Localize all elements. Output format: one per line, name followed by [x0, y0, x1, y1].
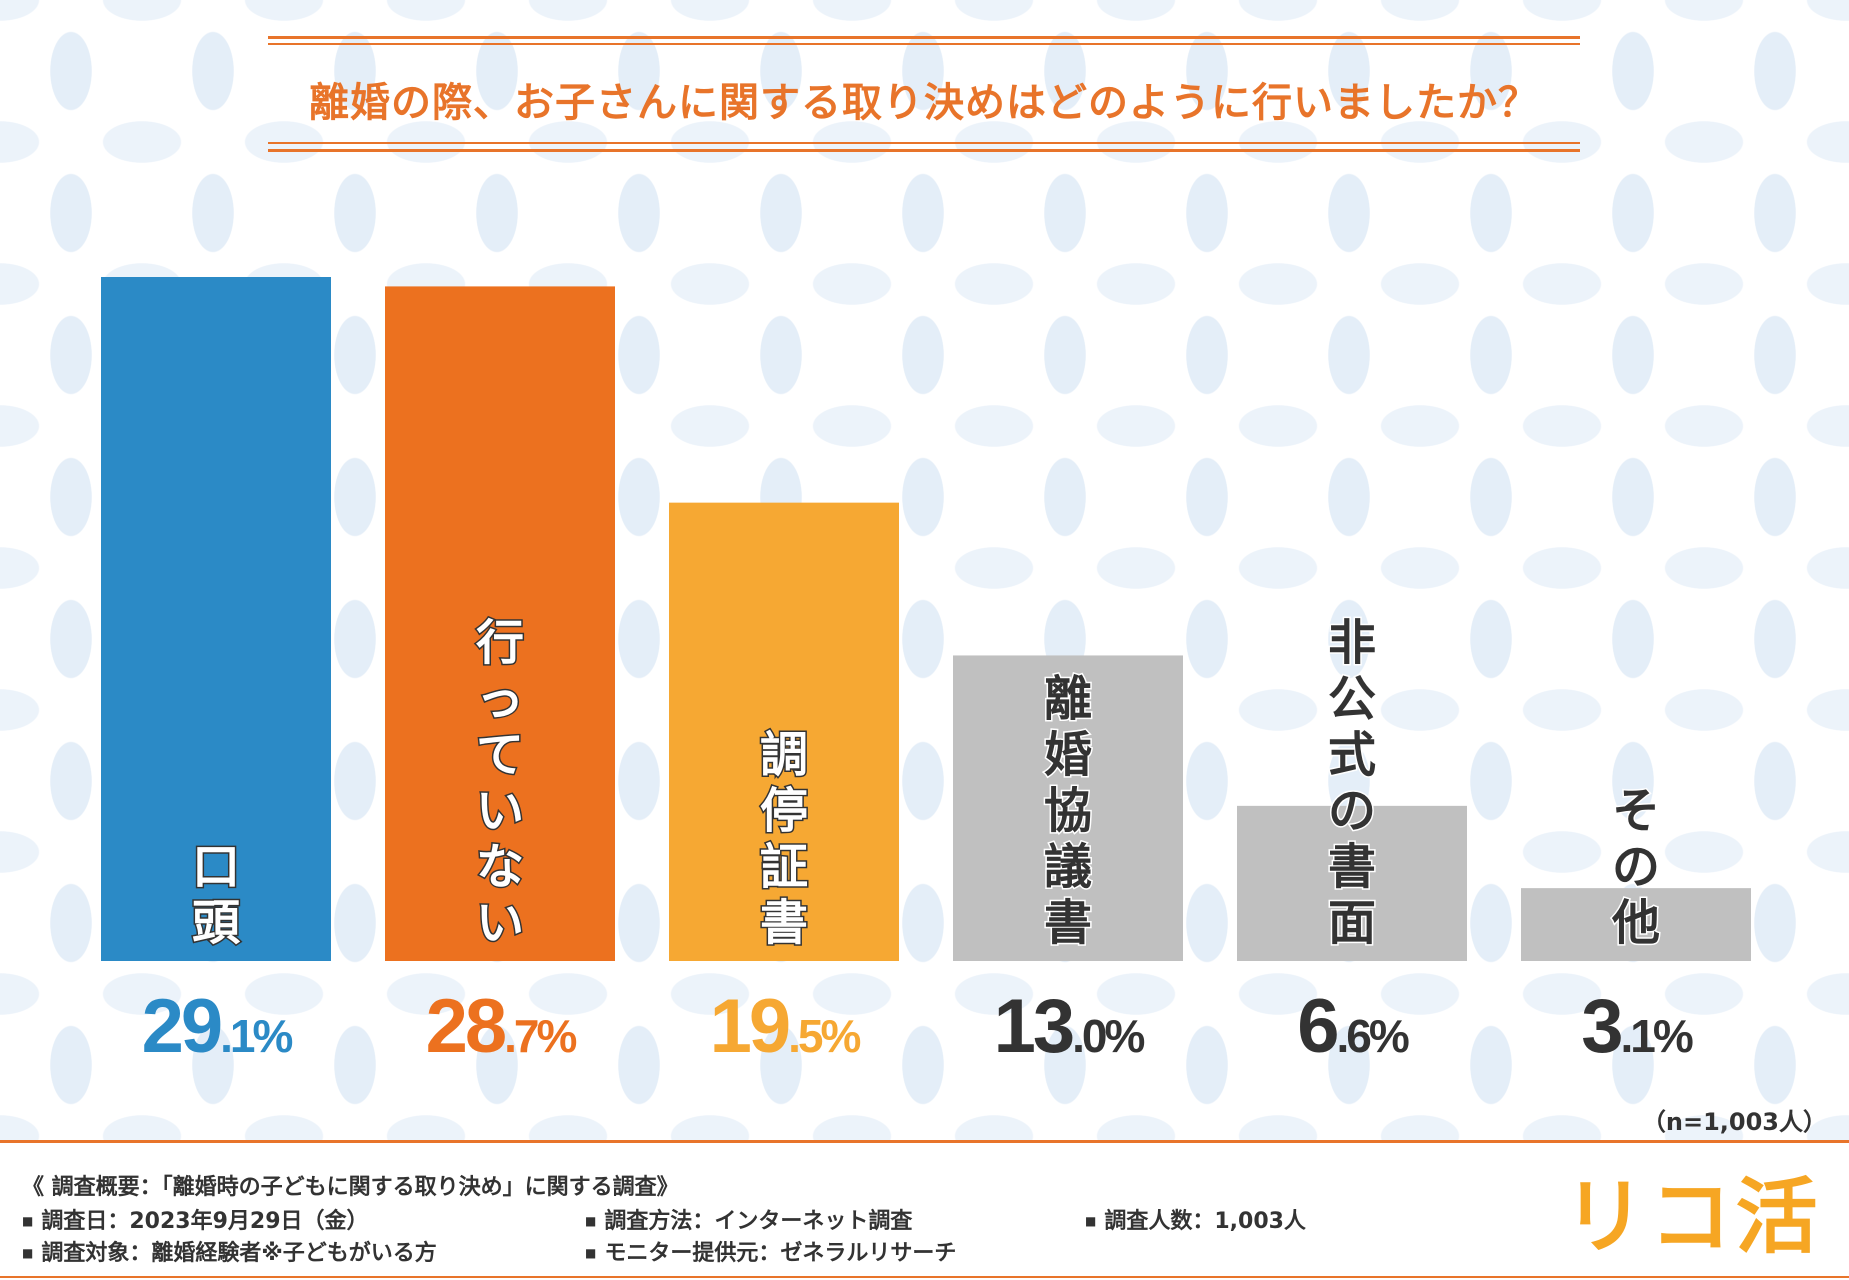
bar-6 — [1521, 888, 1751, 961]
category-label-2: 行っていない — [476, 615, 524, 951]
category-label-6: その他 — [1611, 783, 1660, 951]
bar-2 — [385, 286, 615, 961]
category-label-3: 調停証書 — [760, 727, 808, 951]
bar-1 — [101, 277, 331, 961]
chart-title: 離婚の際、お子さんに関する取り決めはどのように行いましたか？ — [309, 80, 1539, 126]
category-label-4: 離婚協議書 — [1044, 671, 1092, 951]
brand-logo: リコ活 — [1563, 1170, 1822, 1265]
title-banner: 離婚の際、お子さんに関する取り決めはどのように行いましたか？ — [268, 36, 1580, 152]
survey-footer: 《 調査概要：「離婚時の子どもに関する取り決め」に関する調査》 調査日：2023… — [0, 1140, 1849, 1280]
title-top-rule — [268, 36, 1580, 39]
value-label-5: 6.6% — [1297, 984, 1409, 1069]
value-label-3: 19.5% — [710, 984, 861, 1069]
survey-target: 調査対象：離婚経験者※子どもがいる方 — [22, 1235, 436, 1267]
survey-date: 調査日：2023年9月29日（金） — [22, 1203, 368, 1235]
category-label-5: 非公式の書面 — [1328, 615, 1376, 951]
title-bottom-rule — [268, 149, 1580, 152]
bar-5 — [1237, 805, 1467, 961]
bar-chart: 口頭 29.1% 行っていない 28.7% 調停証書 19.5% 離婚協議書 13.0% 非公式… — [101, 277, 1751, 1069]
title-bottom-rule-thin — [268, 142, 1580, 144]
footer-bottom-rule — [0, 1276, 1849, 1278]
value-label-6: 3.1% — [1581, 984, 1693, 1069]
survey-method: 調査方法：インターネット調査 — [585, 1203, 912, 1235]
bar-3 — [669, 502, 899, 961]
value-label-1: 29.1% — [142, 984, 293, 1069]
category-label-1: 口頭 — [192, 839, 241, 951]
bar-4 — [953, 655, 1183, 961]
sample-size-note: （n=1,003人） — [1641, 1108, 1827, 1136]
value-label-4: 13.0% — [994, 984, 1145, 1069]
survey-count: 調査人数：1,003人 — [1085, 1203, 1306, 1235]
title-top-rule-thin — [268, 43, 1580, 45]
value-label-2: 28.7% — [426, 984, 577, 1069]
survey-provider: モニター提供元：ゼネラルリサーチ — [585, 1235, 956, 1267]
survey-heading: 《 調査概要：「離婚時の子どもに関する取り決め」に関する調査》 — [22, 1175, 679, 1200]
